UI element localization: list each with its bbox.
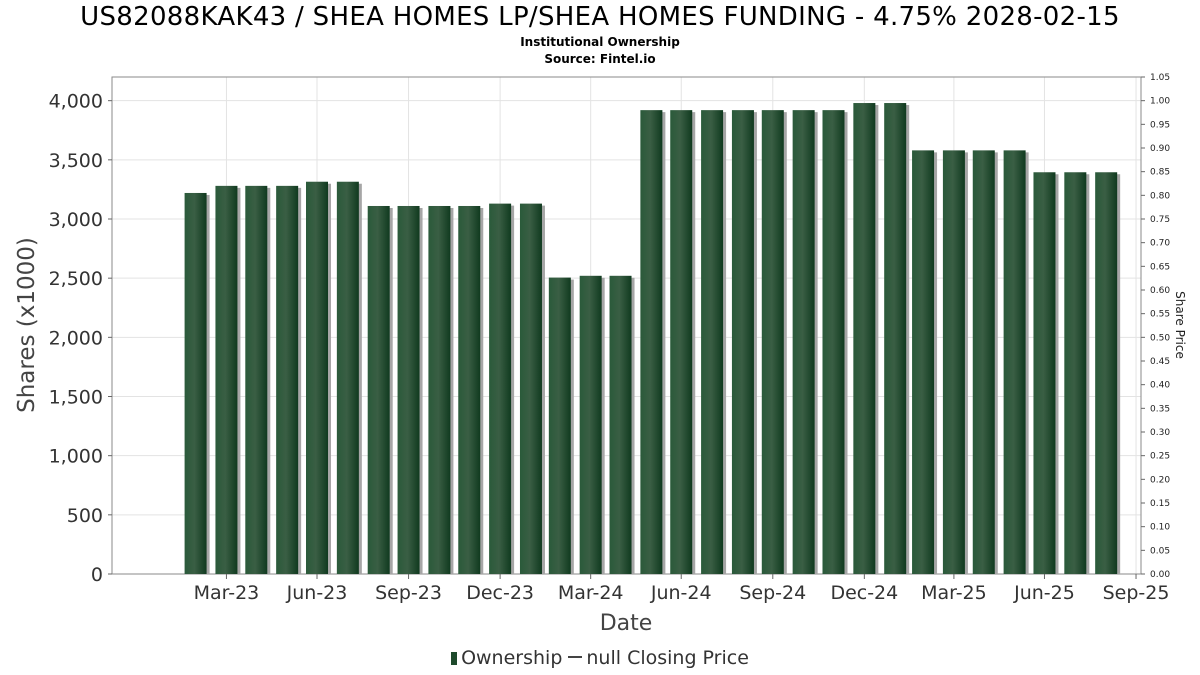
ownership-legend-swatch — [451, 652, 458, 665]
x-tick-label: Jun-23 — [286, 582, 348, 604]
y2-tick-label: 0.25 — [1150, 452, 1170, 462]
y-tick-label: 3,000 — [49, 209, 103, 231]
ownership-bar — [1003, 150, 1026, 574]
x-tick-label: Mar-25 — [921, 582, 987, 604]
y2-tick-label: 0.50 — [1150, 333, 1170, 343]
ownership-bar — [367, 205, 390, 574]
y2-tick-label: 0.95 — [1150, 120, 1170, 130]
x-tick-label: Dec-24 — [830, 582, 898, 604]
x-tick-label: Dec-23 — [466, 582, 534, 604]
y-tick-label: 0 — [91, 564, 103, 586]
ownership-bar — [912, 150, 935, 574]
y2-axis: 0.00 0.05 0.10 0.15 0.20 0.25 0.30 0.35 0.40 0.45… — [1141, 73, 1170, 580]
y2-tick-label: 0.55 — [1150, 310, 1170, 320]
x-tick-label: Mar-23 — [194, 582, 260, 604]
y2-tick-label: 0.70 — [1150, 239, 1170, 249]
y2-tick-label: 0.40 — [1150, 381, 1170, 391]
chart-subtitle: Institutional Ownership — [520, 35, 680, 49]
ownership-bar — [609, 275, 632, 574]
y-tick-label: 2,000 — [49, 327, 103, 349]
ownership-bar — [458, 205, 481, 574]
ownership-bar — [245, 185, 268, 574]
chart-source: Source: Fintel.io — [544, 52, 656, 66]
y-tick-label: 1,000 — [49, 446, 103, 468]
y2-tick-label: 0.20 — [1150, 475, 1170, 485]
ownership-bar — [276, 185, 299, 574]
y2-axis-label: Share Price — [1173, 291, 1187, 359]
ownership-bar — [640, 110, 663, 574]
y-tick-label: 3,500 — [49, 150, 103, 172]
ownership-bar — [428, 205, 451, 574]
x-tick-label: Sep-24 — [739, 582, 806, 604]
y2-tick-label: 0.80 — [1150, 191, 1170, 201]
ownership-bar — [548, 277, 571, 574]
ownership-bar — [184, 192, 207, 574]
y2-tick-label: 0.35 — [1150, 404, 1170, 414]
y2-tick-label: 0.30 — [1150, 428, 1170, 438]
ownership-bar — [579, 275, 602, 574]
price-legend-line — [568, 656, 583, 658]
x-axis-label: Date — [600, 611, 653, 636]
ownership-bar — [761, 110, 784, 574]
ownership-bar — [822, 110, 845, 574]
ownership-bar — [519, 203, 542, 574]
y2-tick-label: 0.10 — [1150, 523, 1170, 533]
x-tick-label: Sep-25 — [1103, 582, 1170, 604]
ownership-bar — [489, 203, 512, 574]
y2-tick-label: 0.90 — [1150, 144, 1170, 154]
chart-title: US82088KAK43 / SHEA HOMES LP/SHEA HOMES … — [80, 2, 1120, 32]
legend: Ownership null Closing Price — [0, 647, 1200, 669]
ownership-bar — [306, 181, 329, 574]
ownership-bar — [731, 110, 754, 574]
x-tick-label: Sep-23 — [375, 582, 442, 604]
y2-tick-label: 0.00 — [1150, 570, 1170, 580]
y-tick-label: 4,000 — [49, 91, 103, 113]
x-tick-label: Jun-25 — [1013, 582, 1075, 604]
y2-tick-label: 0.60 — [1150, 286, 1170, 296]
y2-tick-label: 0.85 — [1150, 168, 1170, 178]
y-tick-label: 2,500 — [49, 268, 103, 290]
ownership-bar — [942, 150, 965, 574]
x-axis: Mar-23 Jun-23 Sep-23 Dec-23 Mar-24 Jun-24 Sep-… — [194, 574, 1170, 604]
y2-tick-label: 0.05 — [1150, 546, 1170, 556]
ownership-bar — [397, 205, 420, 574]
ownership-legend-label: Ownership — [461, 647, 563, 669]
ownership-bar — [670, 110, 693, 574]
ownership-bar — [1033, 172, 1056, 574]
price-legend-label: null Closing Price — [586, 647, 749, 669]
x-tick-label: Mar-24 — [558, 582, 624, 604]
y-axis: 0 500 1,000 1,500 2,000 2,500 3,000 3,500 4,000 — [49, 91, 112, 586]
ownership-bar — [884, 103, 907, 575]
y2-tick-label: 0.75 — [1150, 215, 1170, 225]
x-tick-label: Jun-24 — [650, 582, 712, 604]
y2-tick-label: 0.45 — [1150, 357, 1170, 367]
ownership-bar — [1095, 172, 1118, 574]
ownership-bar — [215, 185, 238, 574]
ownership-bar — [336, 181, 359, 574]
ownership-bar — [1064, 172, 1087, 574]
y2-tick-label: 1.05 — [1150, 73, 1170, 83]
ownership-bar — [701, 110, 724, 574]
bars — [184, 103, 1121, 575]
y2-tick-label: 1.00 — [1150, 97, 1170, 107]
y-axis-label: Shares (x1000) — [14, 237, 40, 413]
y2-tick-label: 0.15 — [1150, 499, 1170, 509]
ownership-bar — [792, 110, 815, 574]
ownership-bar — [853, 103, 876, 575]
ownership-bar — [972, 150, 995, 574]
y-tick-label: 1,500 — [49, 387, 103, 409]
y-tick-label: 500 — [67, 505, 103, 527]
y2-tick-label: 0.65 — [1150, 262, 1170, 272]
